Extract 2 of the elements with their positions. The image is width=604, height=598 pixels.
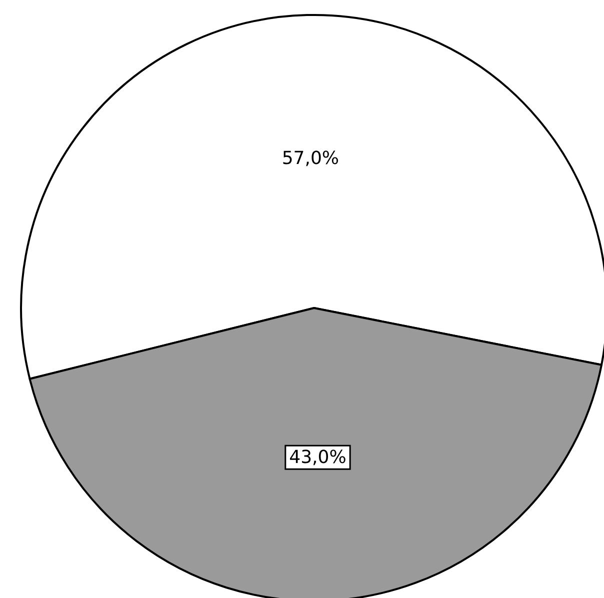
data-label: 43,0% — [289, 446, 346, 468]
data-label: 57,0% — [282, 148, 340, 170]
